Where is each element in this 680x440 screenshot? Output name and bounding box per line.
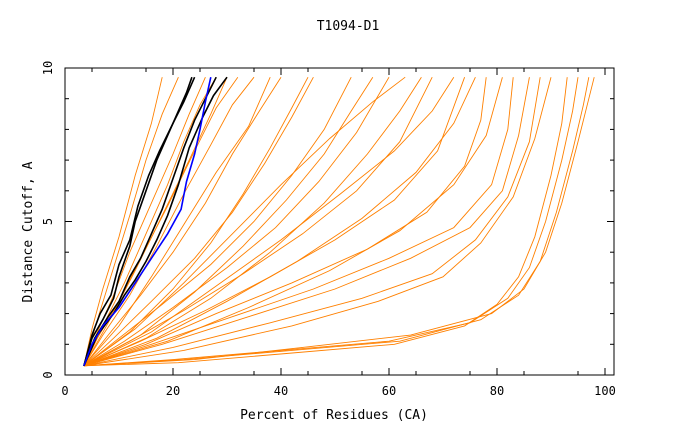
y-tick-label: 0 — [41, 371, 55, 378]
y-tick-label: 5 — [41, 218, 55, 225]
plot-frame — [64, 67, 615, 376]
models-series-line — [83, 76, 352, 367]
x-tick-label: 100 — [594, 384, 616, 398]
models-series-line — [83, 76, 255, 367]
models-series-line — [83, 76, 314, 367]
models-series-line — [83, 77, 466, 367]
chart-title: T1094-D1 — [317, 19, 380, 34]
x-tick-label: 60 — [382, 384, 396, 398]
models-series-line — [83, 77, 476, 367]
models-series-line — [83, 76, 406, 367]
highlight-series-line — [83, 76, 196, 367]
models-series-line — [83, 76, 433, 367]
models-series-line — [83, 77, 568, 367]
x-axis: 0 20 40 60 80 100 — [61, 68, 616, 398]
models-series-line — [83, 77, 552, 367]
y-tick-label: 10 — [41, 61, 55, 75]
models-series-line — [83, 77, 530, 367]
reference-series-line — [83, 77, 212, 367]
models-series-line — [83, 76, 455, 367]
series-layer — [83, 76, 595, 367]
models-series-line — [83, 77, 271, 367]
models-series-line — [83, 76, 390, 367]
models-series-line — [83, 77, 163, 366]
models-series-line — [83, 77, 595, 367]
x-tick-label: 0 — [61, 384, 68, 398]
highlight-series-line — [83, 76, 217, 367]
models-series-line — [83, 77, 503, 367]
y-axis: 0 5 10 — [41, 61, 614, 379]
models-series-line — [83, 77, 514, 367]
models-series-line — [83, 76, 309, 367]
models-series-line — [83, 77, 590, 367]
x-tick-label: 80 — [490, 384, 504, 398]
models-series-line — [83, 77, 579, 367]
y-axis-label: Distance Cutoff, A — [21, 161, 36, 302]
models-series-line — [83, 77, 228, 367]
highlight-series-line — [83, 76, 193, 367]
x-axis-label: Percent of Residues (CA) — [240, 408, 428, 423]
x-tick-label: 40 — [274, 384, 288, 398]
x-tick-label: 20 — [166, 384, 180, 398]
models-series-line — [83, 76, 282, 367]
models-series-line — [83, 77, 541, 367]
models-series-line — [83, 76, 374, 367]
